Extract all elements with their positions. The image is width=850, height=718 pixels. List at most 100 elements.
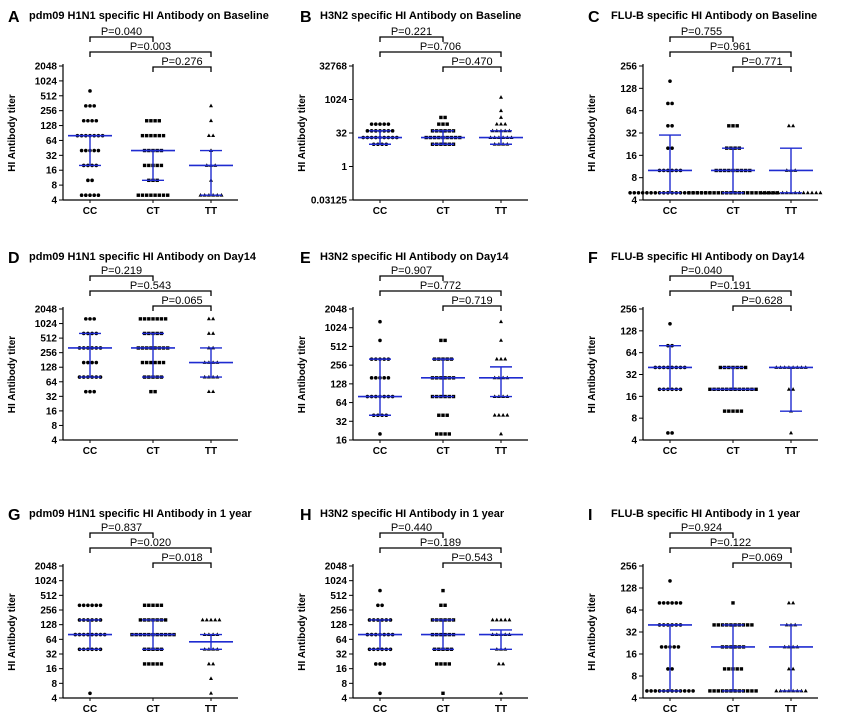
data-point: [86, 360, 90, 365]
data-point: [166, 193, 170, 197]
data-point: [378, 122, 382, 126]
data-point: [211, 316, 216, 321]
data-point: [708, 387, 712, 392]
data-point: [666, 146, 670, 150]
y-tick-label: 64: [336, 398, 348, 409]
significance-bracket: [89, 51, 212, 57]
y-tick-label: 128: [620, 584, 637, 595]
y-tick-label: 512: [40, 91, 57, 102]
data-point: [499, 431, 503, 436]
data-point: [668, 579, 672, 583]
data-point: [369, 122, 374, 126]
x-tick-label: TT: [785, 446, 797, 457]
data-point: [735, 667, 739, 671]
data-point: [90, 178, 94, 183]
significance-bracket: [669, 290, 792, 296]
x-tick-label: CC: [663, 704, 677, 715]
x-tick-label: TT: [205, 206, 217, 217]
data-point: [657, 601, 662, 605]
data-point: [805, 190, 810, 195]
y-tick-label: 512: [40, 334, 57, 345]
data-point: [155, 662, 159, 666]
significance-bracket: [732, 562, 792, 568]
data-point: [496, 661, 501, 666]
data-point: [149, 193, 153, 197]
significance-bracket: [379, 290, 502, 296]
data-point: [499, 121, 503, 126]
y-tick-label: 16: [46, 664, 58, 675]
y-tick-label: 2048: [325, 305, 348, 316]
data-point: [151, 662, 155, 666]
y-axis-label: HI Antibody titer: [7, 94, 18, 172]
y-tick-label: 64: [626, 106, 638, 117]
data-point: [81, 360, 86, 365]
x-tick-label: TT: [785, 704, 797, 715]
y-axis-label: HI Antibody titer: [297, 94, 308, 172]
data-point: [98, 603, 103, 608]
p-value-label: P=0.470: [451, 56, 492, 68]
p-value-label: P=0.543: [451, 552, 492, 564]
panel-letter: I: [588, 507, 592, 524]
data-point: [163, 317, 168, 321]
data-point: [767, 191, 771, 195]
y-tick-label: 8: [51, 679, 57, 690]
data-point: [670, 101, 674, 106]
x-tick-label: CC: [663, 446, 677, 457]
y-tick-label: 128: [620, 326, 637, 337]
significance-bracket: [89, 36, 154, 42]
data-point: [762, 191, 767, 195]
data-point: [645, 689, 649, 693]
panel-c: C FLU-B specific HI Antibody on Baseline 4…: [587, 9, 823, 217]
data-point: [435, 432, 439, 436]
data-point: [90, 360, 94, 365]
y-axis-label: HI Antibody titer: [297, 593, 308, 671]
panel-title: H3N2 specific HI Antibody on Day14: [320, 251, 509, 263]
data-point: [445, 413, 449, 417]
y-axis-label: HI Antibody titer: [7, 336, 18, 414]
y-tick-label: 8: [51, 421, 57, 432]
data-point: [209, 617, 213, 622]
y-tick-label: 4: [631, 694, 637, 705]
p-value-label: P=0.628: [741, 295, 782, 307]
y-tick-label: 16: [626, 650, 638, 661]
panel-e: E H3N2 specific HI Antibody on Day14 16 32 6…: [297, 250, 528, 457]
data-point: [213, 617, 218, 622]
y-tick-label: 8: [341, 679, 347, 690]
data-point: [668, 322, 672, 326]
data-point: [731, 601, 735, 605]
data-point: [687, 191, 691, 195]
data-point: [490, 617, 495, 622]
data-point: [211, 389, 216, 394]
data-point: [439, 338, 443, 343]
data-point: [86, 178, 90, 183]
data-point: [376, 603, 380, 608]
data-point: [94, 603, 99, 608]
data-point: [447, 662, 451, 666]
data-point: [649, 689, 653, 693]
data-point: [754, 191, 758, 195]
panel-title: FLU-B specific HI Antibody in 1 year: [611, 508, 801, 520]
data-point: [136, 193, 140, 197]
panel-title: pdm09 H1N1 specific HI Antibody on Basel…: [29, 10, 269, 22]
data-point: [810, 190, 814, 195]
data-point: [88, 317, 92, 321]
data-point: [77, 603, 82, 608]
data-point: [437, 122, 441, 126]
y-tick-label: 2048: [35, 562, 58, 573]
data-point: [157, 119, 161, 123]
x-tick-label: CC: [373, 446, 387, 457]
panel-i: I FLU-B specific HI Antibody in 1 year 4 8 1…: [587, 507, 818, 715]
data-point: [743, 365, 748, 370]
data-point: [499, 95, 503, 99]
p-value-label: P=0.719: [451, 295, 492, 307]
y-tick-label: 32: [626, 370, 638, 381]
data-point: [86, 118, 90, 123]
significance-bracket: [442, 305, 502, 311]
data-point: [155, 603, 159, 607]
y-tick-label: 16: [626, 151, 638, 162]
data-point: [92, 317, 96, 321]
data-point: [209, 691, 213, 695]
y-tick-label: 32: [336, 417, 348, 428]
